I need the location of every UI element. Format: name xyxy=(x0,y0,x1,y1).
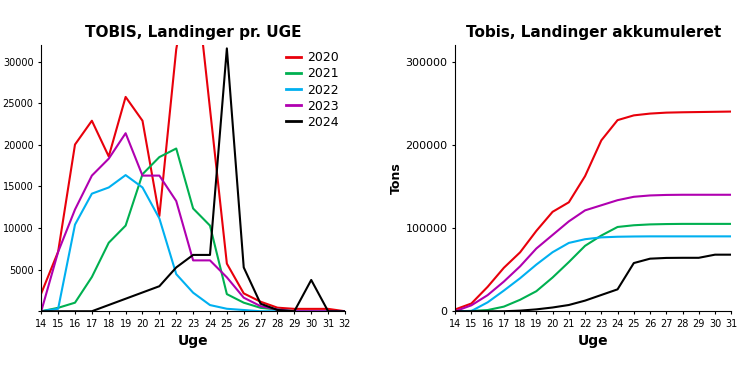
X-axis label: Uge: Uge xyxy=(578,334,608,348)
X-axis label: Uge: Uge xyxy=(178,334,209,348)
Title: Tobis, Landinger akkumuleret: Tobis, Landinger akkumuleret xyxy=(466,25,721,40)
Legend: 2020, 2021, 2022, 2023, 2024: 2020, 2021, 2022, 2023, 2024 xyxy=(286,51,339,129)
Y-axis label: Tons: Tons xyxy=(389,162,403,194)
Title: TOBIS, Landinger pr. UGE: TOBIS, Landinger pr. UGE xyxy=(85,25,302,40)
